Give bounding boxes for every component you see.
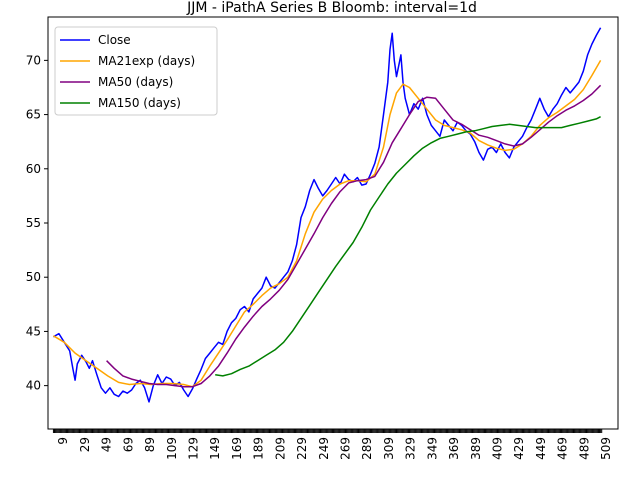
x-tick-label: 389 [469, 437, 483, 460]
x-tick-label: 129 [186, 437, 200, 460]
y-tick-label: 65 [26, 108, 41, 122]
legend: Close MA21exp (days) MA50 (days) MA150 (day… [54, 26, 218, 116]
x-tick-label: 469 [556, 437, 570, 460]
y-tick-label: 45 [26, 324, 41, 338]
legend-label-2: MA50 (days) [98, 75, 173, 89]
y-tick-label: 60 [26, 162, 41, 176]
y-tick-label: 55 [26, 216, 41, 230]
x-tick-label: 149 [208, 437, 222, 460]
x-tick-label: 89 [143, 437, 157, 452]
legend-box [54, 26, 218, 116]
x-tick-label: 369 [447, 437, 461, 460]
x-axis: 9 29 49 69 89 109 129 149 169 189 209 229 249 269 289 3… [52, 429, 613, 460]
x-tick-label: 69 [121, 437, 135, 452]
x-tick-label: 289 [360, 437, 374, 460]
x-tick-label: 309 [382, 437, 396, 460]
x-tick-label: 109 [165, 437, 179, 460]
x-tick-label: 349 [425, 437, 439, 460]
x-tick-label: 269 [338, 437, 352, 460]
x-tick-label: 489 [577, 437, 591, 460]
series-line-3 [215, 116, 601, 377]
y-tick-label: 40 [26, 379, 41, 393]
legend-label-3: MA150 (days) [98, 96, 181, 110]
series-line-0 [53, 27, 602, 403]
y-tick-label: 70 [26, 53, 41, 67]
x-tick-label: 409 [490, 437, 504, 460]
x-tick-label: 449 [534, 437, 548, 460]
legend-label-1: MA21exp (days) [98, 54, 195, 68]
series-layer [53, 27, 602, 403]
x-tick-label: 209 [273, 437, 287, 460]
chart-title: JJM - iPathA Series B Bloomb: interval=1… [186, 0, 477, 16]
x-tick-label: 49 [100, 437, 114, 452]
x-tick-label: 169 [230, 437, 244, 460]
x-tick-label: 509 [599, 437, 613, 460]
x-tick-label: 249 [317, 437, 331, 460]
x-tick-label: 9 [56, 437, 70, 445]
y-tick-label: 50 [26, 270, 41, 284]
x-tick-label: 229 [295, 437, 309, 460]
series-line-2 [106, 84, 602, 388]
x-tick-label: 329 [404, 437, 418, 460]
series-line-1 [53, 60, 602, 388]
x-tick-label: 189 [252, 437, 266, 460]
y-axis: 40 45 50 55 60 65 70 [26, 53, 48, 393]
x-tick-label: 429 [512, 437, 526, 460]
legend-label-0: Close [98, 33, 131, 47]
x-tick-label: 29 [78, 437, 92, 452]
